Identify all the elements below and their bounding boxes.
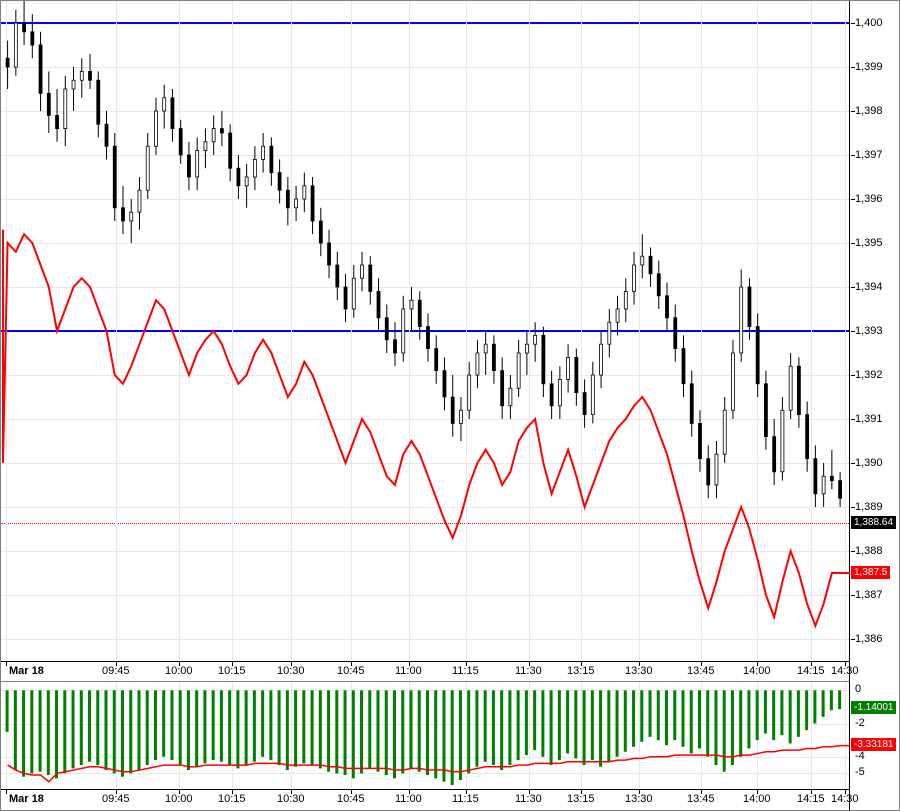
price-ylabel: 1,395 [855,237,883,249]
time-xlabel: 14:15 [797,793,825,805]
price-ylabel: 1,399 [855,61,883,73]
indicator-ylabel: -4 [855,750,865,762]
time-xlabel: 14:00 [743,665,771,677]
time-xlabel: 14:00 [743,793,771,805]
time-xlabel: 10:30 [277,793,305,805]
indicator-ylabel: -2 [855,717,865,729]
indicator-y-axis: 0 -2 -4 -5 -1.14001 -3.33181 [851,681,900,789]
time-xlabel: 14:30 [831,793,859,805]
time-xlabel: 14:15 [797,665,825,677]
price-tag: 1,388.64 [851,516,896,529]
price-ylabel: 1,393 [855,325,883,337]
price-ylabel: 1,388 [855,545,883,557]
price-y-axis: 1,386 1,387 1,388 1,389 1,390 1,391 1,392 1,393… [851,1,900,661]
price-ylabel: 1,392 [855,369,883,381]
time-xlabel: 11:15 [452,665,479,677]
time-xlabel: Mar 18 [9,793,44,805]
time-xlabel: 11:30 [515,793,542,805]
price-ylabel: 1,386 [855,633,883,645]
time-axis-lower: Mar 18 09:45 10:00 10:15 10:30 10:45 11:00 11:1… [1,789,850,811]
time-xlabel: 09:45 [102,793,130,805]
indicator-tag: -3.33181 [851,738,896,751]
time-xlabel: 10:00 [165,665,193,677]
time-xlabel: 10:00 [165,793,193,805]
time-xlabel: 13:45 [687,793,715,805]
price-ylabel: 1,389 [855,501,883,513]
time-axis-upper: Mar 18 09:45 10:00 10:15 10:30 10:45 11:00 11:1… [1,661,850,681]
price-ylabel: 1,391 [855,413,883,425]
time-xlabel: 13:30 [625,793,653,805]
time-xlabel: 09:45 [102,665,130,677]
time-xlabel: 11:00 [395,665,422,677]
time-xlabel: 14:30 [831,665,859,677]
indicator-panel[interactable] [1,681,850,789]
time-xlabel: 13:15 [567,793,595,805]
price-ylabel: 1,396 [855,193,883,205]
time-xlabel: Mar 18 [9,665,44,677]
time-xlabel: 13:30 [625,665,653,677]
time-xlabel: 11:00 [395,793,422,805]
time-xlabel: 13:15 [567,665,595,677]
price-chart-panel[interactable] [1,1,850,661]
time-xlabel: 10:45 [337,793,365,805]
indicator-tag: -1.14001 [851,701,896,714]
price-tag: 1,387.5 [851,566,890,579]
price-ylabel: 1,398 [855,105,883,117]
price-ylabel: 1,397 [855,149,883,161]
time-xlabel: 11:15 [452,793,479,805]
chart-container: 1,386 1,387 1,388 1,389 1,390 1,391 1,392 1,393… [0,0,900,811]
time-xlabel: 10:45 [337,665,365,677]
time-xlabel: 11:30 [515,665,542,677]
indicator-ylabel: 0 [855,683,861,695]
price-ylabel: 1,387 [855,589,883,601]
time-xlabel: 10:15 [218,793,246,805]
price-ylabel: 1,394 [855,281,883,293]
time-xlabel: 13:45 [687,665,715,677]
indicator-ylabel: -5 [855,766,865,778]
time-xlabel: 10:15 [218,665,246,677]
price-ylabel: 1,390 [855,457,883,469]
price-ylabel: 1,400 [855,17,883,29]
time-xlabel: 10:30 [277,665,305,677]
